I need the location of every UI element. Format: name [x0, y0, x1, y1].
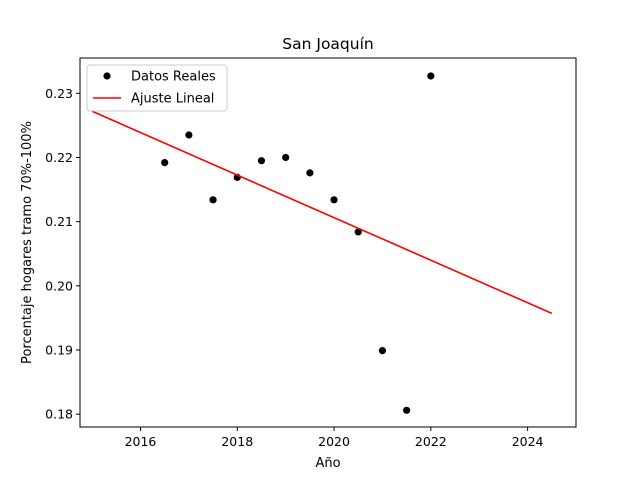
x-tick-label: 2022 [415, 434, 447, 449]
y-tick-label: 0.22 [45, 150, 73, 165]
fit-line [91, 110, 553, 315]
y-axis: 0.18 0.19 0.20 0.21 0.22 0.23 [45, 86, 80, 422]
data-point [306, 169, 314, 177]
data-point [282, 153, 290, 162]
data-point [378, 347, 387, 355]
x-tick-label: 2020 [318, 434, 350, 449]
data-point [403, 406, 411, 414]
y-axis-label: Porcentaje hogares tramo 70%-100% [20, 121, 35, 364]
chart-title: San Joaquín [282, 35, 373, 53]
data-point [427, 72, 435, 80]
legend-box [86, 64, 228, 112]
y-tick-label: 0.18 [45, 407, 73, 422]
data-point [161, 159, 169, 167]
data-point [257, 157, 266, 165]
data-point [185, 131, 193, 139]
y-tick-label: 0.21 [45, 214, 73, 229]
y-tick-label: 0.19 [45, 342, 73, 357]
x-tick-label: 2016 [125, 434, 157, 449]
legend-entry-label: Ajuste Lineal [131, 92, 214, 107]
data-point [354, 228, 362, 236]
plot-frame [79, 57, 577, 428]
legend: Datos Reales Ajuste Lineal [86, 64, 228, 112]
x-axis-label: Año [315, 456, 340, 471]
data-point [209, 196, 217, 204]
legend-point-marker [103, 72, 111, 80]
x-tick-label: 2024 [512, 434, 544, 449]
y-tick-label: 0.23 [45, 86, 73, 101]
x-tick-label: 2018 [221, 434, 253, 449]
x-axis: 2016 2018 2020 2022 2024 [125, 427, 544, 449]
legend-entry-label: Datos Reales [131, 70, 216, 85]
plot-area [91, 72, 553, 414]
y-tick-label: 0.20 [45, 278, 73, 293]
data-point [330, 196, 338, 204]
